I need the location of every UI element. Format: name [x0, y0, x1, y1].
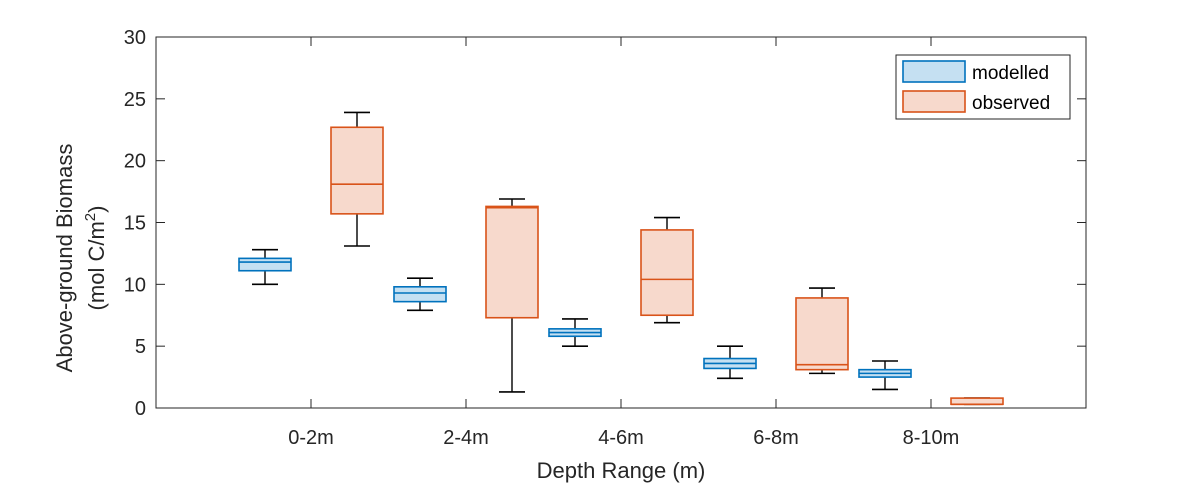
box-series — [238, 111, 1004, 406]
legend-label-observed: observed — [972, 93, 1050, 114]
x-axis-title: Depth Range (m) — [537, 458, 706, 483]
legend: modelled observed — [895, 54, 1071, 120]
y-axis-ticks: 0 5 10 15 20 25 30 — [124, 27, 1086, 420]
y-tick-label: 0 — [135, 398, 146, 420]
y-axis-title-line1: Above-ground Biomass — [52, 144, 77, 373]
observed-box — [950, 397, 1004, 406]
y-axis-unit-suffix: ) — [84, 206, 109, 213]
x-tick-label: 2-4m — [443, 427, 489, 449]
legend-swatch-observed — [902, 90, 966, 113]
interquartile-box — [393, 286, 447, 303]
y-axis-title: Above-ground Biomass (mol C/m2) — [52, 144, 109, 373]
x-tick-label: 8-10m — [903, 427, 960, 449]
interquartile-box — [795, 297, 849, 371]
observed-box — [640, 216, 694, 324]
y-tick-label: 10 — [124, 274, 146, 296]
modelled-box — [238, 248, 292, 286]
y-tick-label: 25 — [124, 89, 146, 111]
interquartile-box — [238, 257, 292, 272]
y-tick-label: 5 — [135, 336, 146, 358]
modelled-box — [703, 345, 757, 380]
x-tick-label: 4-6m — [598, 427, 644, 449]
modelled-box — [548, 318, 602, 347]
x-tick-label: 6-8m — [753, 427, 799, 449]
interquartile-box — [950, 397, 1004, 406]
y-axis-unit-exponent: 2 — [82, 213, 99, 221]
observed-box — [795, 287, 849, 375]
x-axis-ticks: 0-2m 2-4m 4-6m 6-8m 8-10m — [288, 37, 959, 449]
interquartile-box — [330, 126, 384, 215]
y-axis-unit-prefix: (mol C/m — [84, 221, 109, 310]
legend-label-modelled: modelled — [972, 63, 1049, 84]
y-tick-label: 30 — [124, 27, 146, 49]
observed-box — [485, 198, 539, 393]
y-tick-label: 15 — [124, 213, 146, 235]
modelled-box — [393, 277, 447, 312]
observed-box — [330, 111, 384, 247]
y-tick-label: 20 — [124, 151, 146, 173]
x-tick-label: 0-2m — [288, 427, 334, 449]
legend-swatch-modelled — [902, 60, 966, 83]
interquartile-box — [485, 205, 539, 319]
modelled-box — [858, 360, 912, 391]
y-axis-title-line2: (mol C/m2) — [82, 206, 109, 311]
interquartile-box — [640, 229, 694, 317]
